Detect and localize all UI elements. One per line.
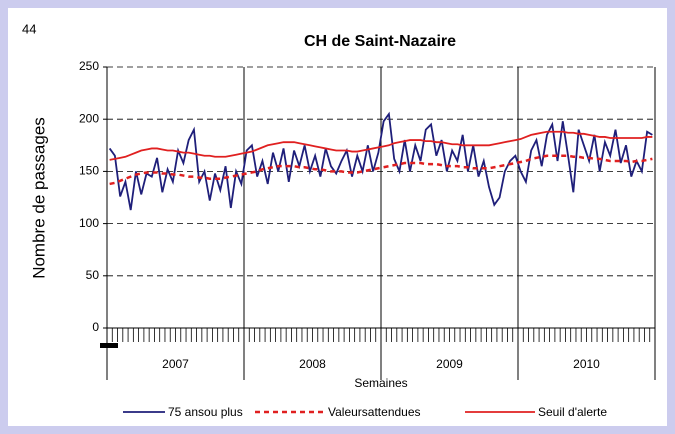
y-tick-label: 150	[79, 164, 99, 178]
series-line	[109, 130, 653, 161]
y-tick-label: 200	[79, 111, 99, 125]
legend-label: Seuil d'alerte	[538, 405, 607, 419]
series-line	[109, 154, 653, 186]
legend-label: 75 ansou plus	[168, 405, 243, 419]
legend-label: Valeursattendues	[328, 405, 421, 419]
y-tick-label: 0	[92, 320, 99, 334]
page-label: 44	[22, 21, 36, 36]
y-tick-label: 250	[79, 59, 99, 73]
group-label: 2010	[573, 357, 600, 371]
panel	[8, 8, 667, 426]
group-label: 2008	[299, 357, 326, 371]
group-label: 2009	[436, 357, 463, 371]
axis-marker	[100, 343, 118, 348]
y-tick-label: 50	[86, 268, 100, 282]
y-tick-label: 100	[79, 216, 99, 230]
chart-title: CH de Saint-Nazaire	[304, 33, 456, 50]
x-axis-label: Semaines	[354, 376, 407, 390]
group-label: 2007	[162, 357, 189, 371]
y-axis-label: Nombre de passages	[29, 117, 48, 279]
series-line	[108, 111, 653, 211]
